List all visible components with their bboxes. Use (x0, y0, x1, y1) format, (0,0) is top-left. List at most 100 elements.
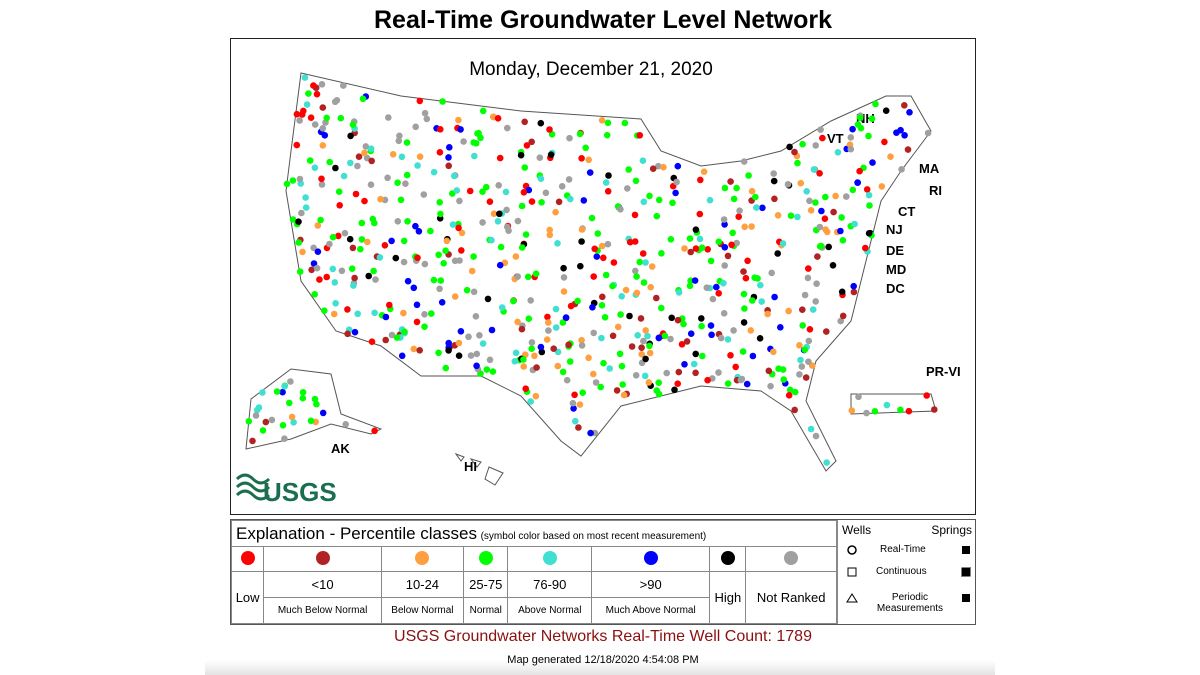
well-dot (326, 240, 333, 248)
well-dot (578, 238, 585, 245)
well-dot (489, 368, 497, 375)
well-dot (281, 383, 288, 390)
region-label: MD (886, 262, 906, 277)
well-dot (660, 163, 667, 171)
well-dot (649, 165, 657, 172)
well-dot (329, 265, 337, 273)
well-dot (413, 301, 421, 309)
well-dot (830, 208, 837, 216)
well-dot (617, 206, 624, 213)
well-dot (609, 282, 616, 290)
well-dot (733, 184, 740, 192)
generated: Map generated 12/18/2020 4:54:08 PM (507, 654, 699, 666)
well-dot (604, 188, 612, 195)
region-label: MA (919, 161, 940, 176)
legend-dot (240, 550, 255, 565)
well-dot (472, 313, 480, 320)
well-dot (810, 166, 818, 173)
well-dot (512, 253, 520, 260)
well-dot (403, 139, 411, 146)
well-dot (686, 235, 694, 242)
well-dot (403, 171, 411, 179)
well-dot (367, 181, 375, 188)
well-dot (732, 363, 739, 371)
well-dot (537, 119, 545, 127)
well-dot (436, 285, 443, 293)
well-dot (442, 247, 449, 254)
well-dot (747, 327, 755, 334)
well-dot (295, 239, 302, 246)
symbol-label: Continuous (876, 566, 927, 577)
well-dot (613, 387, 621, 394)
well-dot (816, 223, 824, 231)
well-dot (435, 251, 442, 259)
well-dot (764, 310, 771, 318)
well-dot (511, 358, 519, 365)
legend-swatch (784, 550, 799, 565)
well-dot (616, 350, 624, 358)
well-dot (430, 276, 438, 284)
well-dot (528, 198, 536, 205)
well-dot (352, 190, 360, 198)
well-count: USGS Groundwater Networks Real-Time Well… (0, 628, 1200, 646)
well-dot (740, 290, 748, 298)
well-dot (300, 107, 307, 115)
well-dot (344, 306, 351, 313)
well-dot (658, 304, 665, 312)
well-dot (323, 114, 330, 122)
well-dot (797, 356, 804, 364)
well-dot (445, 162, 452, 170)
well-dot (349, 121, 357, 128)
well-dot (370, 267, 377, 275)
well-dot (296, 117, 303, 124)
well-dot (580, 197, 588, 204)
well-dot (525, 315, 533, 323)
well-dot (667, 236, 675, 243)
well-dot (758, 298, 765, 305)
well-dot (748, 187, 756, 195)
well-dot (821, 215, 829, 222)
well-dot (829, 262, 837, 269)
legend-desc: High (709, 571, 747, 624)
well-dot (605, 172, 612, 179)
well-dot (730, 327, 737, 334)
well-dot (400, 237, 408, 245)
well-dot (855, 393, 862, 401)
well-dot (565, 341, 572, 349)
date: Monday, December 21, 2020 (469, 59, 713, 80)
well-dot (804, 274, 812, 282)
well-dot (905, 407, 913, 415)
legend: Explanation - Percentile classes (symbol… (230, 519, 976, 625)
well-dot (692, 369, 699, 377)
well-dot (756, 335, 764, 342)
legend-swatch (643, 550, 658, 565)
well-dot (537, 175, 545, 182)
well-dot (647, 283, 654, 291)
well-dot (822, 193, 829, 201)
well-dot (311, 291, 318, 298)
well-dot (361, 149, 368, 157)
well-dot (579, 389, 586, 397)
well-dot (559, 319, 567, 326)
well-dot (814, 253, 821, 260)
well-dot (354, 310, 361, 318)
well-dot (622, 286, 630, 294)
well-dot (497, 243, 505, 251)
well-dot (313, 264, 321, 272)
well-dot (341, 229, 349, 237)
well-dot (632, 372, 640, 379)
well-dot (496, 210, 503, 218)
bottom-band (205, 660, 995, 675)
well-dot (866, 202, 873, 209)
well-dot (305, 90, 312, 97)
well-dot (435, 349, 442, 357)
well-dot (802, 374, 810, 381)
well-dot (663, 369, 670, 377)
well-dot (812, 142, 819, 149)
well-dot (496, 154, 504, 162)
well-dot (528, 339, 536, 346)
well-dot (560, 264, 567, 272)
well-dot (931, 406, 938, 413)
well-dot (771, 293, 778, 301)
